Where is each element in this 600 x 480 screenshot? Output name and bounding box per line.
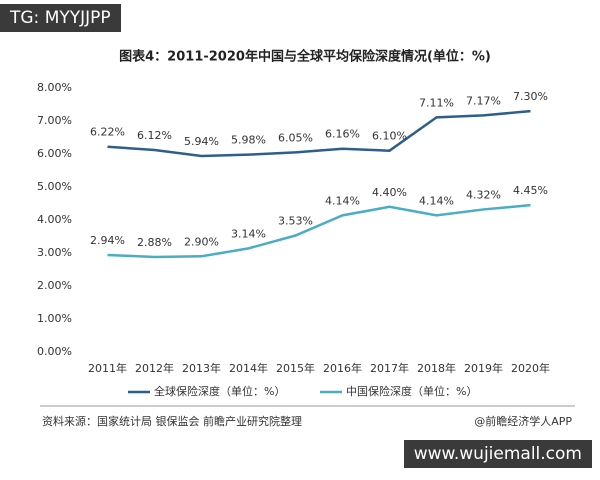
y-tick-label: 5.00% <box>37 180 72 193</box>
data-label: 4.14% <box>325 194 360 207</box>
data-label: 4.32% <box>466 188 501 201</box>
y-tick-label: 1.00% <box>37 312 72 325</box>
source: 资料来源：国家统计局 银保监会 前瞻产业研究院整理 <box>42 414 302 428</box>
series-line <box>107 109 531 158</box>
data-label: 2.88% <box>137 236 172 249</box>
x-tick-label: 2013年 <box>182 361 221 375</box>
watermark-bottom: www.wujiemall.com <box>403 440 592 468</box>
legend-label: 全球保险深度（单位：%） <box>154 384 285 398</box>
x-tick-label: 2017年 <box>370 361 409 375</box>
legend-label: 中国保险深度（单位：%） <box>346 384 477 398</box>
data-label: 2.94% <box>90 234 125 247</box>
data-label: 6.05% <box>278 131 313 144</box>
x-tick-label: 2018年 <box>417 361 456 375</box>
data-label: 7.11% <box>419 96 454 109</box>
chart-title: 图表4：2011-2020年中国与全球平均保险深度情况(单位：%) <box>119 49 491 65</box>
x-tick-label: 2020年 <box>511 361 550 375</box>
data-label: 3.14% <box>231 227 266 240</box>
data-label: 4.14% <box>419 194 454 207</box>
data-label: 6.16% <box>325 128 360 141</box>
credit: @前瞻经济学人APP <box>474 414 572 428</box>
x-tick-label: 2019年 <box>464 361 503 375</box>
x-tick-label: 2014年 <box>229 361 268 375</box>
series-line <box>107 203 531 259</box>
data-label: 6.10% <box>372 130 407 143</box>
y-tick-label: 2.00% <box>37 279 72 292</box>
x-tick-label: 2016年 <box>323 361 362 375</box>
x-tick-label: 2015年 <box>276 361 315 375</box>
y-tick-label: 4.00% <box>37 213 72 226</box>
y-tick-label: 3.00% <box>37 246 72 259</box>
data-label: 4.45% <box>513 184 548 197</box>
watermark-top: TG: MYYJJPP <box>0 4 121 32</box>
y-tick-label: 6.00% <box>37 147 72 160</box>
data-label: 5.94% <box>184 135 219 148</box>
data-label: 4.40% <box>372 186 407 199</box>
data-label: 6.12% <box>137 129 172 142</box>
data-label: 5.98% <box>231 134 266 147</box>
y-tick-label: 0.00% <box>37 345 72 358</box>
x-tick-label: 2012年 <box>135 361 174 375</box>
data-label: 7.17% <box>466 94 501 107</box>
y-tick-label: 8.00% <box>37 81 72 94</box>
y-tick-label: 7.00% <box>37 114 72 127</box>
data-label: 7.30% <box>513 90 548 103</box>
x-tick-label: 2011年 <box>88 361 127 375</box>
data-label: 6.22% <box>90 126 125 139</box>
data-label: 3.53% <box>278 215 313 228</box>
data-label: 2.90% <box>184 235 219 248</box>
